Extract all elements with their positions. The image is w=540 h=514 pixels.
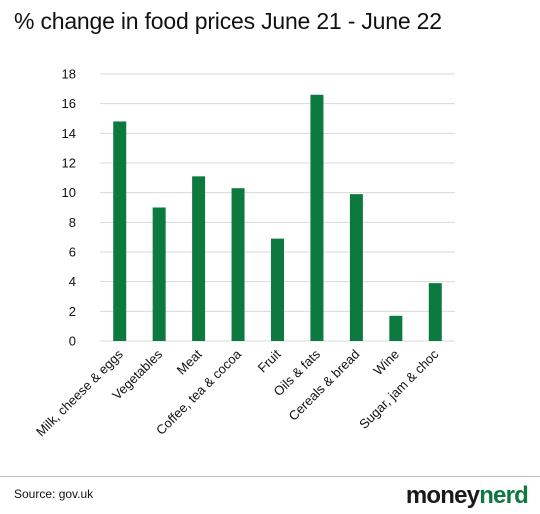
y-tick-label: 0 [69, 334, 76, 349]
y-tick-label: 14 [62, 126, 76, 141]
x-category-label: Fruit [255, 346, 284, 375]
source-note: Source: gov.uk [14, 487, 94, 501]
y-tick-label: 8 [69, 215, 76, 230]
bar [310, 94, 324, 342]
bar [192, 176, 206, 341]
bar [428, 283, 442, 341]
y-axis: 0 2 4 6 8 10 12 14 16 18 [62, 67, 76, 349]
bar [271, 238, 284, 341]
bar-chart: 0 2 4 6 8 10 12 14 16 18 Milk, cheese & eggsVeget… [33, 67, 455, 439]
bar [113, 121, 127, 341]
y-tick-label: 12 [62, 156, 76, 171]
y-tick-label: 6 [69, 245, 76, 260]
x-category-label: Meat [174, 346, 205, 377]
y-tick-label: 18 [62, 67, 76, 82]
y-tick-label: 16 [62, 96, 76, 111]
bar [231, 188, 245, 341]
bar [389, 315, 403, 341]
footer-divider [0, 476, 540, 477]
moneynerd-logo: moneynerd [405, 482, 529, 509]
y-tick-label: 2 [69, 304, 76, 319]
x-category-label: Wine [370, 347, 402, 379]
logo-part-money: money [405, 482, 480, 509]
bars [113, 94, 442, 342]
x-category-label: Cereals & bread [285, 347, 362, 424]
y-tick-label: 10 [62, 185, 76, 200]
bar [349, 194, 363, 341]
chart-title: % change in food prices June 21 - June 2… [14, 8, 442, 34]
logo-part-nerd: nerd [479, 482, 529, 509]
y-tick-label: 4 [69, 274, 76, 289]
bar [152, 207, 166, 341]
